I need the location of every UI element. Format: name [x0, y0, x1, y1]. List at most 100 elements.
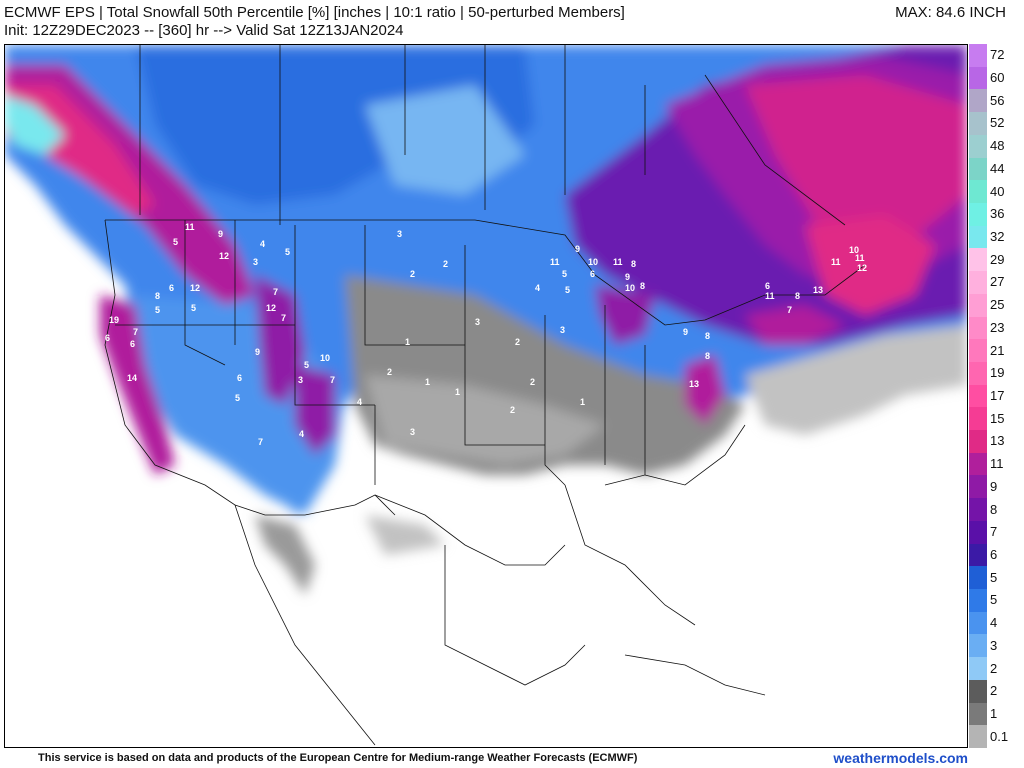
- value-label: 4: [535, 283, 540, 293]
- value-label: 13: [689, 379, 699, 389]
- legend-label: 23: [990, 319, 1005, 335]
- legend-swatch: [969, 134, 987, 158]
- value-label: 4: [299, 429, 304, 439]
- legend-entry: 3: [969, 634, 1024, 658]
- legend-swatch: [969, 89, 987, 113]
- legend-swatch: [969, 566, 987, 590]
- legend-swatch: [969, 339, 987, 362]
- legend-swatch: [969, 44, 987, 67]
- legend-entry: 44: [969, 157, 1024, 181]
- value-label: 3: [410, 427, 415, 437]
- color-legend: 72 60 56 52 48 44 40 36 32 29 27 25 23 21 19 17 15 13 11 9 8…: [969, 44, 1024, 748]
- value-label: 3: [560, 325, 565, 335]
- value-label: 9: [625, 272, 630, 282]
- legend-swatch: [969, 180, 987, 203]
- value-label: 11: [765, 291, 775, 301]
- value-label: 11: [550, 257, 560, 267]
- legend-label: 56: [990, 92, 1005, 108]
- value-label: 9: [575, 244, 580, 254]
- legend-entry: 4: [969, 611, 1024, 635]
- legend-swatch: [969, 520, 987, 544]
- value-label: 5: [173, 237, 178, 247]
- legend-label: 25: [990, 297, 1005, 313]
- value-label: 3: [298, 375, 303, 385]
- legend-entry: 21: [969, 339, 1024, 362]
- legend-swatch: [969, 112, 987, 135]
- value-label: 6: [169, 283, 174, 293]
- value-label: 5: [191, 303, 196, 313]
- legend-swatch: [969, 361, 987, 385]
- legend-swatch: [969, 634, 987, 658]
- value-label: 1: [455, 387, 460, 397]
- legend-label: 4: [990, 615, 998, 631]
- value-label: 9: [218, 229, 223, 239]
- value-label: 8: [795, 291, 800, 301]
- value-label: 7: [273, 287, 278, 297]
- value-label: 2: [387, 367, 392, 377]
- value-label: 8: [631, 259, 636, 269]
- value-labels: 11 5 9 12 8 6 12 19 6 7 6 14 5 5 4 5 3 7…: [105, 222, 867, 447]
- legend-entry: 9: [969, 475, 1024, 499]
- map-title: ECMWF EPS | Total Snowfall 50th Percenti…: [4, 4, 625, 21]
- legend-swatch: [969, 248, 987, 272]
- value-label: 5: [304, 360, 309, 370]
- legend-entry: 17: [969, 384, 1024, 408]
- legend-label: 6: [990, 546, 998, 562]
- value-label: 10: [625, 283, 635, 293]
- legend-label: 40: [990, 183, 1005, 199]
- value-label: 13: [813, 285, 823, 295]
- legend-label: 7: [990, 524, 998, 540]
- value-label: 7: [281, 313, 286, 323]
- legend-entry: 6: [969, 543, 1024, 567]
- legend-entry: 11: [969, 452, 1024, 476]
- value-label: 5: [565, 285, 570, 295]
- value-label: 19: [109, 315, 119, 325]
- value-label: 3: [253, 257, 258, 267]
- legend-label: 13: [990, 433, 1005, 449]
- value-label: 11: [185, 222, 195, 232]
- value-label: 9: [683, 327, 688, 337]
- value-label: 5: [235, 393, 240, 403]
- value-label: 6: [105, 333, 110, 343]
- legend-entry: 48: [969, 134, 1024, 158]
- legend-label: 8: [990, 501, 998, 517]
- value-label: 4: [260, 239, 265, 249]
- legend-label: 17: [990, 387, 1005, 403]
- init-valid-line: Init: 12Z29DEC2023 -- [360] hr --> Valid…: [4, 22, 404, 39]
- legend-entry: 52: [969, 112, 1024, 135]
- legend-label: 29: [990, 251, 1005, 267]
- brand-link[interactable]: weathermodels.com: [833, 750, 968, 766]
- legend-label: 2: [990, 683, 998, 699]
- legend-label: 1: [990, 705, 998, 721]
- value-label: 8: [705, 331, 710, 341]
- legend-entry: 5: [969, 589, 1024, 612]
- legend-entry: 29: [969, 248, 1024, 272]
- legend-entry: 13: [969, 430, 1024, 453]
- value-label: 8: [705, 351, 710, 361]
- legend-label: 48: [990, 138, 1005, 154]
- legend-swatch: [969, 384, 987, 408]
- legend-swatch: [969, 271, 987, 294]
- legend-label: 5: [990, 569, 998, 585]
- legend-swatch: [969, 702, 987, 726]
- legend-entry: 32: [969, 225, 1024, 249]
- legend-swatch: [969, 589, 987, 612]
- value-label: 10: [320, 353, 330, 363]
- value-label: 10: [849, 245, 859, 255]
- max-snowfall-label: MAX: 84.6 INCH: [895, 4, 1006, 21]
- value-label: 2: [443, 259, 448, 269]
- legend-swatch: [969, 475, 987, 499]
- legend-entry: 15: [969, 407, 1024, 431]
- legend-swatch: [969, 225, 987, 249]
- legend-swatch: [969, 543, 987, 567]
- legend-label: 9: [990, 478, 998, 494]
- legend-label: 52: [990, 115, 1005, 131]
- value-label: 11: [855, 253, 865, 263]
- legend-entry: 1: [969, 702, 1024, 726]
- legend-swatch: [969, 66, 987, 90]
- legend-entry: 56: [969, 89, 1024, 113]
- legend-label: 27: [990, 274, 1005, 290]
- legend-entry: 7: [969, 520, 1024, 544]
- value-label: 6: [765, 281, 770, 291]
- legend-entry: 0.1: [969, 725, 1024, 748]
